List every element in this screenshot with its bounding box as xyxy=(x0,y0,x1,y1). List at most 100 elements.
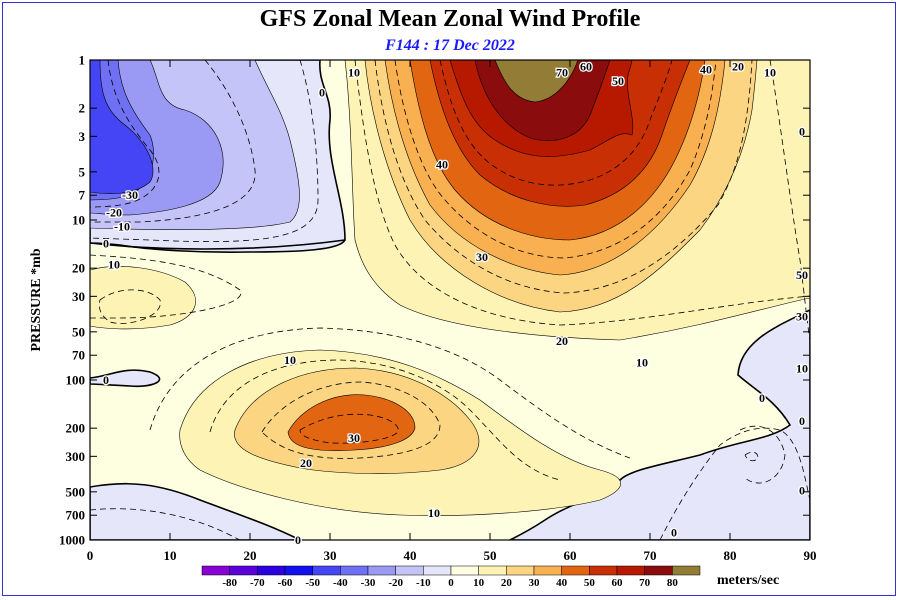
x-tick-label: 40 xyxy=(404,548,417,563)
contour-label: 0 xyxy=(319,86,325,100)
contour-label: 10 xyxy=(764,66,776,80)
x-tick-label: 60 xyxy=(564,548,577,563)
colorbar-level-label: -80 xyxy=(222,577,237,589)
x-tick-label: 0 xyxy=(87,548,94,563)
contour-label: 20 xyxy=(300,456,312,470)
colorbar-unit-label: meters/sec xyxy=(717,573,779,588)
contour-label: 0 xyxy=(799,125,805,139)
y-tick-label: 1000 xyxy=(59,533,85,548)
x-tick-label: 20 xyxy=(244,548,257,563)
y-tick-label: 30 xyxy=(72,289,85,304)
colorbar-swatch xyxy=(589,565,618,576)
x-tick-label: 30 xyxy=(324,548,337,563)
colorbar-swatch xyxy=(284,565,313,576)
colorbar-swatch xyxy=(395,565,424,576)
colorbar-level-label: -60 xyxy=(278,577,293,589)
colorbar-swatch xyxy=(478,565,507,576)
contour-label: 10 xyxy=(636,356,648,370)
colorbar-level-label: 50 xyxy=(584,577,596,589)
colorbar-level-label: -10 xyxy=(416,577,431,589)
colorbar-swatch xyxy=(644,565,673,576)
y-tick-label: 5 xyxy=(79,164,86,179)
chart-title: GFS Zonal Mean Zonal Wind Profile xyxy=(259,6,641,32)
contour-label: 40 xyxy=(700,63,712,77)
x-tick-label: 50 xyxy=(484,548,497,563)
chart-subtitle: F144 : 17 Dec 2022 xyxy=(385,37,515,54)
contour-fill-neg-100mb xyxy=(90,369,161,388)
y-tick-label: 500 xyxy=(66,484,86,499)
colorbar: -80 -70 -60 -50 -40 -30 -20 -10 0 10 20 30 40 50 60 70 8… xyxy=(201,565,701,589)
colorbar-swatch xyxy=(561,565,590,576)
colorbar-swatch xyxy=(312,565,341,576)
x-tick-label: 80 xyxy=(724,548,737,563)
contour-label: -20 xyxy=(106,206,122,220)
colorbar-swatch xyxy=(423,565,452,576)
contour-label: 40 xyxy=(436,158,448,172)
zero-contours xyxy=(90,239,346,250)
contour-label: 50 xyxy=(612,74,624,88)
y-tick-label: 2 xyxy=(79,101,86,116)
colorbar-swatch xyxy=(616,565,645,576)
colorbar-swatch xyxy=(340,565,369,576)
colorbar-level-label: 30 xyxy=(529,577,541,589)
contour-label: 10 xyxy=(428,506,440,520)
contour-label: 0 xyxy=(799,483,805,497)
plot-border xyxy=(89,59,811,541)
colorbar-swatch xyxy=(229,565,258,576)
colorbar-level-label: 0 xyxy=(448,577,454,589)
y-tick-label: 100 xyxy=(66,373,86,388)
y-tick-label: 10 xyxy=(72,213,85,228)
x-tick-label: 70 xyxy=(644,548,657,563)
colorbar-swatch xyxy=(533,565,562,576)
contour-label: 10 xyxy=(108,258,120,272)
contour-fill-neg-40 xyxy=(90,60,154,194)
y-axis-label: PRESSURE *mb xyxy=(29,248,44,351)
colorbar-level-label: -30 xyxy=(361,577,376,589)
contour-label: -10 xyxy=(114,220,130,234)
contour-label: 60 xyxy=(580,60,592,74)
colorbar-level-label: -20 xyxy=(388,577,403,589)
contour-label: 50 xyxy=(796,268,808,282)
contour-label: -30 xyxy=(122,188,138,202)
x-tick-label: 10 xyxy=(164,548,177,563)
y-tick-label: 300 xyxy=(66,449,86,464)
contour-label: 20 xyxy=(732,60,744,74)
contour-label: 10 xyxy=(348,66,360,80)
contour-label: 0 xyxy=(103,236,109,250)
contour-fill-pos-80 xyxy=(494,60,579,103)
y-tick-label: 3 xyxy=(79,129,86,144)
colorbar-level-label: 70 xyxy=(639,577,651,589)
colorbar-level-label: 80 xyxy=(667,577,679,589)
contour-label: 20 xyxy=(556,334,568,348)
x-axis: 0 10 20 30 40 50 60 70 80 90 xyxy=(87,60,817,563)
x-tick-label: 90 xyxy=(804,548,817,563)
contour-label: 30 xyxy=(348,431,360,445)
colorbar-swatch xyxy=(201,565,230,576)
y-tick-label: 20 xyxy=(72,261,85,276)
contour-fill-trop-30 xyxy=(287,394,416,451)
contour-label: 70 xyxy=(556,66,568,80)
dashed-contours xyxy=(90,60,810,540)
colorbar-level-label: -70 xyxy=(250,577,265,589)
colorbar-swatch xyxy=(506,565,535,576)
colorbar-swatch xyxy=(367,565,396,576)
contour-fill-neg-right xyxy=(509,309,810,540)
colorbar-level-label: 40 xyxy=(556,577,568,589)
colorbar-level-label: 10 xyxy=(473,577,485,589)
contour-label: 30 xyxy=(796,309,808,323)
contour-label-layer: -30-20-10 0 10 0 0 10 40 30 20 10 10 20 30 10 0 70 60 50 4… xyxy=(102,58,810,548)
y-tick-label: 1 xyxy=(79,53,86,68)
y-tick-label: 700 xyxy=(66,508,86,523)
y-tick-label: 50 xyxy=(72,324,85,339)
contour-label: 0 xyxy=(759,391,765,405)
colorbar-level-label: -40 xyxy=(333,577,348,589)
y-tick-label: 200 xyxy=(66,421,86,436)
colorbar-swatch xyxy=(450,565,479,576)
colorbar-swatch xyxy=(672,565,701,576)
contour-fill-upper-10 xyxy=(90,266,196,330)
colorbar-level-label: 20 xyxy=(501,577,513,589)
colorbar-swatch xyxy=(257,565,286,576)
